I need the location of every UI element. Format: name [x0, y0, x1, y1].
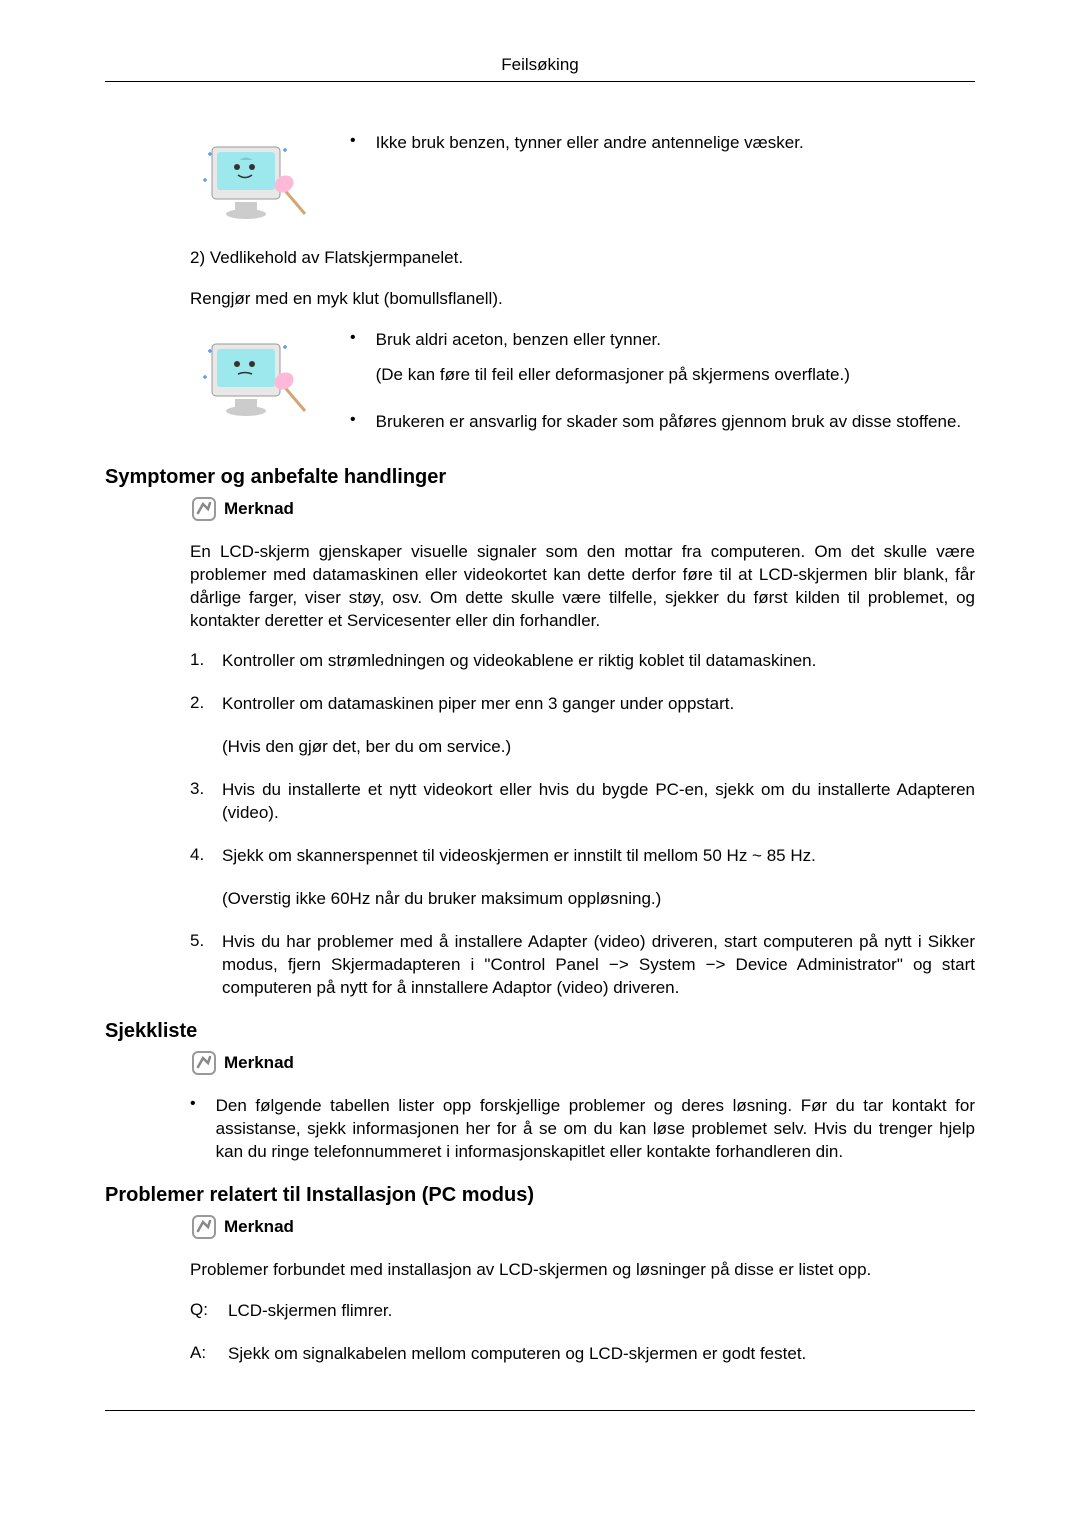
heading-checklist: Sjekkliste: [105, 1020, 975, 1043]
bullet-text: Ikke bruk benzen, tynner eller andre ant…: [376, 132, 975, 155]
bullet-text: Den følgende tabellen lister opp forskje…: [216, 1095, 975, 1164]
list-item: 3. Hvis du installerte et nytt videokort…: [190, 779, 975, 825]
qa-answer: A: Sjekk om signalkabelen mellom compute…: [190, 1343, 975, 1366]
num-marker: 3.: [190, 779, 222, 825]
heading-install-problems: Problemer relatert til Installasjon (PC …: [105, 1184, 975, 1207]
a-text: Sjekk om signalkabelen mellom computeren…: [228, 1343, 975, 1366]
note-icon: [190, 1213, 218, 1241]
subheading-flatpanel: 2) Vedlikehold av Flatskjermpanelet.: [190, 247, 975, 270]
footer-divider: [105, 1410, 975, 1411]
symptoms-para: En LCD-skjerm gjenskaper visuelle signal…: [190, 541, 975, 633]
num-marker: 5.: [190, 931, 222, 1000]
num-text: Sjekk om skannerspennet til videoskjerme…: [222, 845, 975, 868]
bullet-marker: •: [350, 132, 356, 155]
q-text: LCD-skjermen flimrer.: [228, 1300, 975, 1323]
a-marker: A:: [190, 1343, 228, 1366]
instruction-clean: Rengjør med en myk klut (bomullsflanell)…: [190, 288, 975, 311]
num-text: Hvis du installerte et nytt videokort el…: [222, 779, 975, 825]
bullet-subtext: (De kan føre til feil eller deformasjone…: [376, 364, 975, 387]
num-subtext: (Hvis den gjør det, ber du om service.): [222, 736, 975, 759]
list-item: 2. Kontroller om datamaskinen piper mer …: [190, 693, 975, 759]
bullet-item: • Ikke bruk benzen, tynner eller andre a…: [350, 132, 975, 155]
q-marker: Q:: [190, 1300, 228, 1323]
list-item: 1. Kontroller om strømledningen og video…: [190, 650, 975, 673]
section-cleaning: • Ikke bruk benzen, tynner eller andre a…: [105, 132, 975, 446]
bullet-text: Bruk aldri aceton, benzen eller tynner.: [376, 329, 975, 352]
note-label: Merknad: [224, 499, 294, 519]
section-checklist-body: • Den følgende tabellen lister opp forsk…: [105, 1095, 975, 1164]
num-text: Kontroller om strømledningen og videokab…: [222, 650, 975, 673]
num-marker: 1.: [190, 650, 222, 673]
num-subtext: (Overstig ikke 60Hz når du bruker maksim…: [222, 888, 975, 911]
bullet-marker: •: [350, 329, 356, 399]
num-text: Hvis du har problemer med å installere A…: [222, 931, 975, 1000]
num-marker: 2.: [190, 693, 222, 759]
list-item: 4. Sjekk om skannerspennet til videoskje…: [190, 845, 975, 911]
section-install-body: Problemer forbundet med installasjon av …: [105, 1259, 975, 1366]
cleaning-row-1: • Ikke bruk benzen, tynner eller andre a…: [190, 132, 975, 227]
bullet-item: • Brukeren er ansvarlig for skader som p…: [350, 411, 975, 434]
section-symptoms-body: En LCD-skjerm gjenskaper visuelle signal…: [105, 541, 975, 1000]
bullet-item: • Den følgende tabellen lister opp forsk…: [190, 1095, 975, 1164]
note-row: Merknad: [105, 1049, 975, 1077]
num-text: Kontroller om datamaskinen piper mer enn…: [222, 693, 975, 716]
note-icon: [190, 1049, 218, 1077]
monitor-wipe-icon: [190, 329, 320, 424]
bullet-marker: •: [190, 1095, 196, 1164]
note-icon: [190, 495, 218, 523]
numbered-list: 1. Kontroller om strømledningen og video…: [190, 650, 975, 999]
bullet-item: • Bruk aldri aceton, benzen eller tynner…: [350, 329, 975, 399]
bullet-marker: •: [350, 411, 356, 434]
bullet-text: Brukeren er ansvarlig for skader som påf…: [376, 411, 975, 434]
note-label: Merknad: [224, 1217, 294, 1237]
page-header-title: Feilsøking: [105, 55, 975, 82]
num-marker: 4.: [190, 845, 222, 911]
qa-question: Q: LCD-skjermen flimrer.: [190, 1300, 975, 1323]
monitor-cleaning-icon: [190, 132, 320, 227]
note-label: Merknad: [224, 1053, 294, 1073]
heading-symptoms: Symptomer og anbefalte handlinger: [105, 466, 975, 489]
install-para: Problemer forbundet med installasjon av …: [190, 1259, 975, 1282]
note-row: Merknad: [105, 495, 975, 523]
list-item: 5. Hvis du har problemer med å installer…: [190, 931, 975, 1000]
note-row: Merknad: [105, 1213, 975, 1241]
cleaning-row-2: • Bruk aldri aceton, benzen eller tynner…: [190, 329, 975, 446]
